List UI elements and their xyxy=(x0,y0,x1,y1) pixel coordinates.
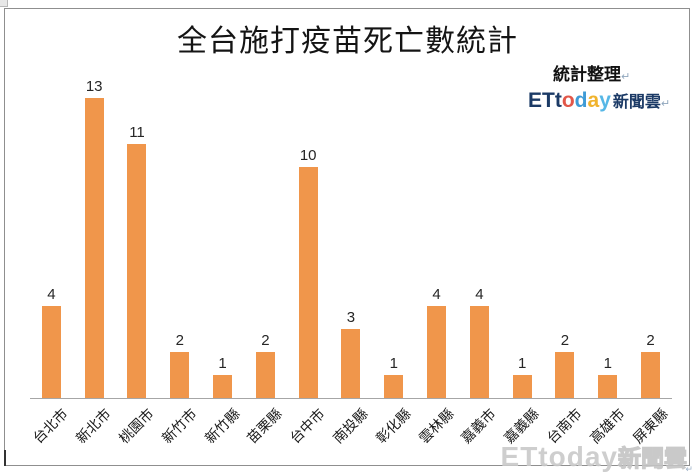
watermark-cjk: 新聞雲 xyxy=(617,444,687,471)
bar xyxy=(641,352,661,398)
paragraph-return-icon: ↵ xyxy=(685,464,693,474)
bar-value-label: 1 xyxy=(218,355,227,372)
logo-letter: o xyxy=(561,89,575,112)
logo-letter: d xyxy=(574,89,588,112)
bar-value-label: 4 xyxy=(47,286,56,303)
logo-letter: T xyxy=(542,89,555,112)
ettoday-logo-suffix: 新聞雲 xyxy=(612,94,661,111)
bar xyxy=(555,352,575,398)
bar xyxy=(469,306,489,398)
x-axis-label-slot: 台南市 xyxy=(544,400,587,466)
bar-value-label: 1 xyxy=(603,355,612,372)
bar-group: 1 xyxy=(372,74,415,398)
bar xyxy=(255,352,275,398)
bar xyxy=(84,98,104,398)
watermark-logo: ETtoday新聞雲 xyxy=(500,439,688,473)
x-axis-label-slot: 高雄市 xyxy=(586,400,629,466)
x-axis-label: 南投縣 xyxy=(330,406,372,448)
x-axis-label: 新北市 xyxy=(73,406,115,448)
bar xyxy=(341,329,361,398)
x-axis-label-slot: 新竹市 xyxy=(158,400,201,466)
bar-group: 1 xyxy=(586,74,629,398)
bar xyxy=(598,375,618,398)
bar xyxy=(170,352,190,398)
bar-group: 2 xyxy=(158,74,201,398)
x-axis-label: 台北市 xyxy=(30,406,72,448)
bar-value-label: 4 xyxy=(432,286,441,303)
bar-value-label: 13 xyxy=(85,78,103,95)
bar-group: 11 xyxy=(116,74,159,398)
bar-group: 3 xyxy=(330,74,373,398)
x-axis-label-slot: 桃園市 xyxy=(116,400,159,466)
x-axis-label: 彰化縣 xyxy=(373,406,415,448)
logo-letter: E xyxy=(528,89,543,112)
x-axis-label-slot: 新竹縣 xyxy=(201,400,244,466)
bar xyxy=(41,306,61,398)
text-cursor xyxy=(4,450,6,466)
ettoday-logo-letters: ETtoday xyxy=(528,89,611,112)
x-axis-label-slot: 屏東縣 xyxy=(629,400,672,466)
bar-value-label: 2 xyxy=(175,332,184,349)
chart-title: 全台施打疫苗死亡數統計 xyxy=(177,24,518,59)
bar-group: 4 xyxy=(415,74,458,398)
x-axis-label-slot: 雲林縣 xyxy=(415,400,458,466)
watermark-latin: ETtoday xyxy=(500,441,618,472)
x-axis-label: 台中市 xyxy=(287,406,329,448)
x-axis-label-slot: 嘉義縣 xyxy=(501,400,544,466)
bar-group: 1 xyxy=(201,74,244,398)
bar-group: 4 xyxy=(30,74,73,398)
x-axis-label: 新竹縣 xyxy=(202,406,244,448)
bar-value-label: 2 xyxy=(560,332,570,349)
bar-group: 4 xyxy=(458,74,501,398)
x-axis-labels: 台北市 新北市 桃園市 新竹市 新竹縣 苗栗縣 台中市 南投縣 彰化縣 雲林縣 嘉義市 嘉義縣 台南市高… xyxy=(30,400,672,466)
x-axis-label-slot: 彰化縣 xyxy=(372,400,415,466)
bar-value-label: 2 xyxy=(261,332,270,349)
credit-text: 統計整理↵ xyxy=(553,60,630,85)
bar-group: 1 xyxy=(501,74,544,398)
bar-value-label: 4 xyxy=(475,286,484,303)
object-anchor-icon xyxy=(0,0,8,7)
credit-label: 統計整理 xyxy=(553,65,621,85)
bar xyxy=(512,375,532,398)
bar xyxy=(427,306,447,398)
x-axis-label: 苗栗縣 xyxy=(244,406,286,448)
bar-group: 13 xyxy=(73,74,116,398)
bar-value-label: 3 xyxy=(346,309,356,326)
x-axis-label-slot: 台中市 xyxy=(287,400,330,466)
bar xyxy=(213,375,233,398)
x-axis-label-slot: 苗栗縣 xyxy=(244,400,287,466)
bar-group: 2 xyxy=(629,74,672,398)
bar-group: 2 xyxy=(544,74,587,398)
x-axis-label: 桃園市 xyxy=(116,406,158,448)
logo-letter: a xyxy=(587,89,600,112)
bar-value-label: 2 xyxy=(646,332,655,349)
x-axis-label-slot: 台北市 xyxy=(30,400,73,466)
bar-value-label: 10 xyxy=(299,147,317,164)
bar-value-label: 1 xyxy=(389,355,398,372)
x-axis-label: 高雄市 xyxy=(587,406,629,448)
x-axis-label: 台南市 xyxy=(544,406,586,448)
x-axis-label: 新竹市 xyxy=(159,406,201,448)
paragraph-return-icon: ↵ xyxy=(621,70,631,83)
bar xyxy=(127,144,147,398)
x-axis-label-slot: 南投縣 xyxy=(330,400,373,466)
bar xyxy=(384,375,404,398)
bar-group: 2 xyxy=(244,74,287,398)
x-axis-label: 雲林縣 xyxy=(416,406,458,448)
x-axis-label: 屏東縣 xyxy=(629,406,671,448)
x-axis-label-slot: 嘉義市 xyxy=(458,400,501,466)
x-axis-label: 嘉義市 xyxy=(458,406,500,448)
bar-value-label: 1 xyxy=(517,355,527,372)
paragraph-return-icon: ↵ xyxy=(660,97,671,110)
x-axis-label-slot: 新北市 xyxy=(73,400,116,466)
logo-letter: t xyxy=(554,89,562,112)
bar-group: 10 xyxy=(287,74,330,398)
x-axis-label: 嘉義縣 xyxy=(501,406,543,448)
bar-value-label: 11 xyxy=(129,124,145,141)
bar xyxy=(298,167,318,398)
bar-chart-plot-area: 4 13 11 2 1 2 10 3 1 4 4 1 2 1 2 xyxy=(30,74,672,399)
logo-letter: y xyxy=(599,89,611,112)
ettoday-logo: ETtoday 新聞雲↵ xyxy=(528,88,670,113)
